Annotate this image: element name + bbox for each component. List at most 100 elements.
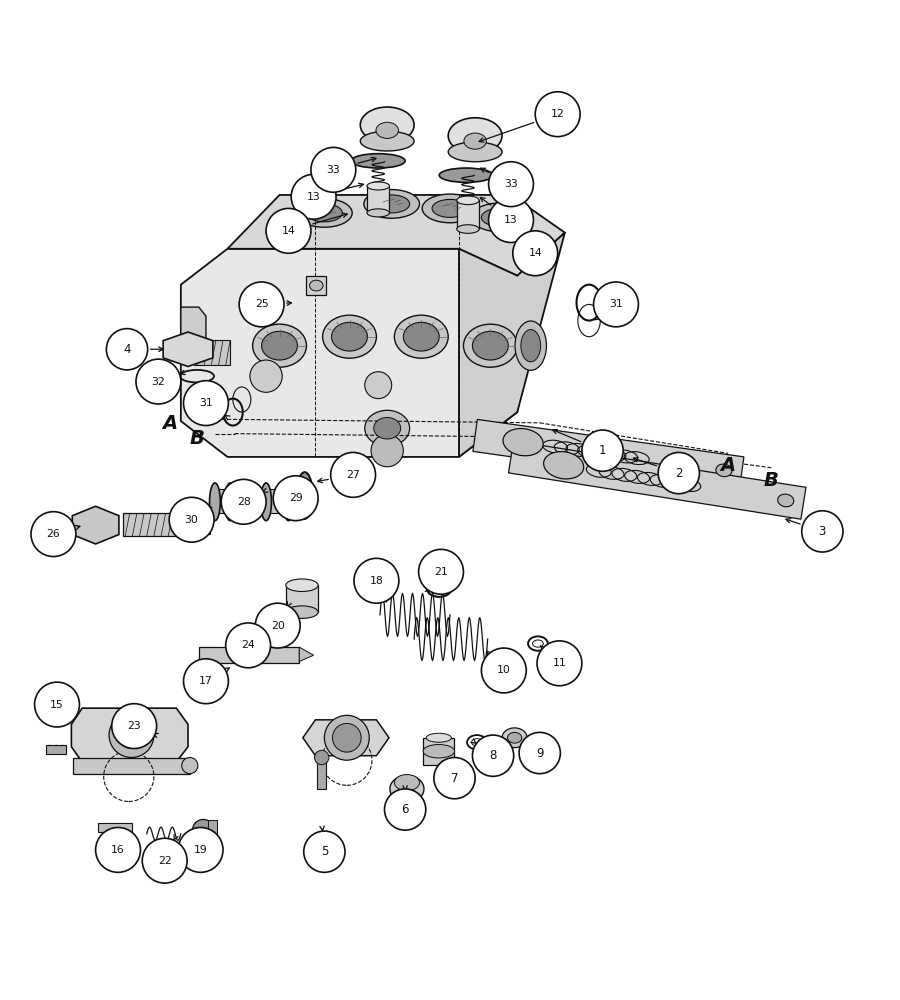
Ellipse shape bbox=[423, 744, 454, 758]
Text: 16: 16 bbox=[112, 845, 125, 855]
Circle shape bbox=[489, 198, 534, 242]
Circle shape bbox=[314, 750, 328, 765]
Text: 14: 14 bbox=[282, 226, 295, 236]
Circle shape bbox=[142, 838, 187, 883]
Ellipse shape bbox=[367, 182, 390, 190]
Ellipse shape bbox=[544, 452, 584, 479]
Ellipse shape bbox=[351, 154, 405, 168]
FancyBboxPatch shape bbox=[423, 738, 454, 765]
Ellipse shape bbox=[376, 122, 399, 138]
Circle shape bbox=[31, 512, 76, 557]
Circle shape bbox=[802, 511, 843, 552]
Ellipse shape bbox=[253, 324, 306, 367]
FancyBboxPatch shape bbox=[98, 823, 132, 832]
FancyBboxPatch shape bbox=[122, 513, 176, 536]
Ellipse shape bbox=[403, 322, 439, 351]
Text: 26: 26 bbox=[47, 529, 60, 539]
Circle shape bbox=[106, 329, 148, 370]
Text: 7: 7 bbox=[451, 772, 458, 785]
Circle shape bbox=[118, 722, 145, 749]
Ellipse shape bbox=[225, 483, 236, 521]
Circle shape bbox=[418, 549, 464, 594]
Ellipse shape bbox=[306, 204, 342, 222]
Ellipse shape bbox=[464, 133, 486, 149]
Ellipse shape bbox=[367, 209, 390, 217]
Ellipse shape bbox=[456, 196, 479, 205]
Circle shape bbox=[221, 479, 266, 524]
FancyBboxPatch shape bbox=[211, 489, 307, 513]
Text: 18: 18 bbox=[370, 576, 383, 586]
FancyBboxPatch shape bbox=[73, 758, 190, 774]
Ellipse shape bbox=[390, 775, 424, 802]
Ellipse shape bbox=[364, 410, 410, 446]
Circle shape bbox=[112, 704, 157, 749]
Text: B: B bbox=[190, 429, 204, 448]
Text: 29: 29 bbox=[289, 493, 302, 503]
Circle shape bbox=[434, 758, 475, 799]
Polygon shape bbox=[163, 332, 213, 366]
Text: 2: 2 bbox=[675, 467, 682, 480]
Circle shape bbox=[332, 723, 361, 752]
Text: A: A bbox=[721, 456, 735, 475]
Ellipse shape bbox=[297, 199, 352, 227]
Ellipse shape bbox=[521, 330, 541, 362]
Ellipse shape bbox=[360, 131, 414, 151]
Ellipse shape bbox=[286, 606, 318, 618]
Circle shape bbox=[330, 452, 375, 497]
Ellipse shape bbox=[515, 321, 546, 370]
Text: 5: 5 bbox=[320, 845, 328, 858]
Text: 3: 3 bbox=[819, 525, 826, 538]
Ellipse shape bbox=[778, 494, 794, 507]
Circle shape bbox=[136, 359, 181, 404]
Text: 33: 33 bbox=[504, 179, 518, 189]
Polygon shape bbox=[71, 708, 188, 762]
Circle shape bbox=[274, 476, 318, 521]
Ellipse shape bbox=[502, 728, 527, 748]
Circle shape bbox=[364, 372, 392, 399]
Circle shape bbox=[184, 659, 229, 704]
FancyBboxPatch shape bbox=[367, 186, 390, 213]
Polygon shape bbox=[459, 233, 565, 457]
Circle shape bbox=[239, 282, 284, 327]
Ellipse shape bbox=[439, 168, 493, 182]
Ellipse shape bbox=[394, 775, 419, 791]
Ellipse shape bbox=[310, 280, 323, 291]
Polygon shape bbox=[181, 307, 206, 356]
Text: 27: 27 bbox=[346, 470, 360, 480]
Ellipse shape bbox=[261, 483, 272, 521]
Ellipse shape bbox=[427, 733, 451, 742]
Circle shape bbox=[537, 641, 582, 686]
Text: 33: 33 bbox=[327, 165, 340, 175]
Text: 13: 13 bbox=[307, 192, 320, 202]
Ellipse shape bbox=[482, 208, 517, 226]
Text: 12: 12 bbox=[551, 109, 564, 119]
Ellipse shape bbox=[456, 225, 479, 233]
Circle shape bbox=[266, 208, 310, 253]
Text: 30: 30 bbox=[184, 515, 199, 525]
FancyBboxPatch shape bbox=[286, 585, 318, 612]
Circle shape bbox=[95, 827, 140, 872]
Ellipse shape bbox=[422, 194, 478, 223]
Circle shape bbox=[536, 92, 580, 137]
Ellipse shape bbox=[360, 107, 414, 143]
Text: 31: 31 bbox=[199, 398, 212, 408]
FancyBboxPatch shape bbox=[456, 200, 479, 229]
Circle shape bbox=[582, 430, 623, 471]
Circle shape bbox=[354, 558, 399, 603]
Circle shape bbox=[193, 819, 214, 841]
Polygon shape bbox=[181, 249, 518, 457]
Circle shape bbox=[256, 603, 301, 648]
Circle shape bbox=[472, 735, 514, 776]
Text: B: B bbox=[764, 471, 778, 490]
Text: 9: 9 bbox=[536, 747, 544, 760]
Text: 13: 13 bbox=[504, 215, 518, 225]
Text: 15: 15 bbox=[50, 700, 64, 710]
FancyBboxPatch shape bbox=[306, 276, 326, 295]
Ellipse shape bbox=[508, 732, 522, 743]
Text: 10: 10 bbox=[497, 665, 511, 675]
Circle shape bbox=[169, 497, 214, 542]
Ellipse shape bbox=[716, 464, 732, 477]
Text: 20: 20 bbox=[271, 621, 284, 631]
Circle shape bbox=[184, 381, 229, 426]
Ellipse shape bbox=[262, 331, 298, 360]
